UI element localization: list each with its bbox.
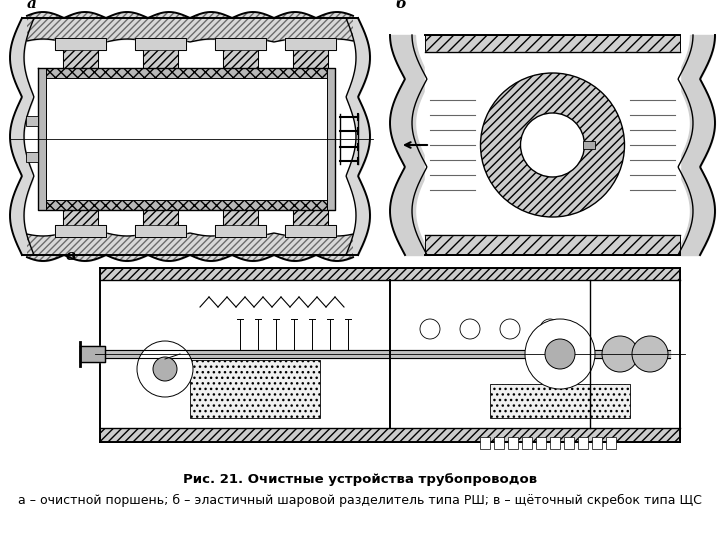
Polygon shape [405, 35, 700, 255]
Bar [34, 42, 346, 233]
Bar [490, 384, 630, 418]
Bar [550, 437, 560, 449]
Bar [592, 437, 602, 449]
Circle shape [420, 319, 440, 339]
Bar [100, 268, 680, 280]
Circle shape [525, 319, 595, 389]
Bar [222, 203, 258, 225]
Bar [522, 437, 532, 449]
Polygon shape [80, 346, 105, 362]
Bar [578, 437, 588, 449]
Bar [38, 200, 335, 210]
Circle shape [500, 319, 520, 339]
Polygon shape [135, 38, 186, 72]
Bar [38, 68, 46, 210]
Polygon shape [55, 203, 106, 237]
Circle shape [460, 319, 480, 339]
Circle shape [137, 341, 193, 397]
Polygon shape [425, 52, 680, 235]
Bar [100, 428, 680, 442]
Circle shape [480, 73, 624, 217]
Bar [327, 68, 335, 210]
Bar [22, 18, 358, 255]
Text: а – очистной поршень; б – эластичный шаровой разделитель типа РШ; в – щёточный с: а – очистной поршень; б – эластичный шар… [18, 494, 702, 507]
Polygon shape [215, 38, 266, 72]
Bar [143, 203, 178, 225]
Bar [26, 152, 38, 162]
Bar [564, 437, 574, 449]
Bar [222, 50, 258, 72]
Polygon shape [215, 203, 266, 237]
Circle shape [632, 336, 668, 372]
Bar [46, 78, 327, 200]
Bar [63, 50, 97, 72]
Bar [494, 437, 504, 449]
Bar [508, 437, 518, 449]
Bar [292, 50, 328, 72]
Circle shape [521, 113, 585, 177]
Bar [38, 68, 335, 78]
Polygon shape [135, 203, 186, 237]
Bar [143, 50, 178, 72]
Bar [425, 235, 680, 255]
Bar [606, 437, 616, 449]
Bar [46, 78, 327, 200]
Text: б: б [395, 0, 406, 11]
Bar [292, 203, 328, 225]
Bar [480, 437, 490, 449]
Bar [582, 141, 595, 149]
Bar [536, 437, 546, 449]
Bar [190, 360, 320, 418]
Polygon shape [105, 350, 670, 358]
Polygon shape [100, 268, 680, 442]
Circle shape [545, 339, 575, 369]
Circle shape [602, 336, 638, 372]
Polygon shape [55, 38, 106, 72]
Polygon shape [284, 203, 336, 237]
Bar [425, 35, 680, 52]
Text: а: а [27, 0, 37, 11]
Bar [26, 116, 38, 126]
Text: Рис. 21. Очистные устройства трубопроводов: Рис. 21. Очистные устройства трубопровод… [183, 474, 537, 487]
Bar [63, 203, 97, 225]
Circle shape [540, 319, 560, 339]
Polygon shape [100, 280, 680, 428]
Text: в: в [65, 249, 75, 263]
Polygon shape [284, 38, 336, 72]
Circle shape [153, 357, 177, 381]
